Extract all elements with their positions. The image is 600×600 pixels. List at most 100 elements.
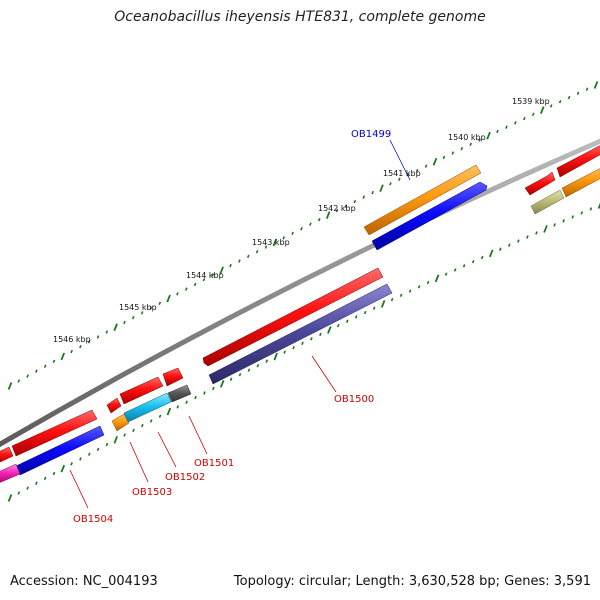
minor-tick xyxy=(35,481,38,485)
kbp-label-1543: 1543 kbp xyxy=(252,238,290,247)
minor-tick xyxy=(317,217,321,222)
major-tick xyxy=(432,157,438,166)
major-tick xyxy=(219,266,224,275)
minor-tick xyxy=(310,337,313,341)
minor-tick xyxy=(300,227,303,231)
gene-ob1499-orange[interactable] xyxy=(363,164,482,236)
minor-tick xyxy=(229,377,233,381)
minor-tick xyxy=(282,236,286,240)
major-tick xyxy=(219,379,225,388)
gene-top-right-red-2[interactable] xyxy=(556,143,600,178)
minor-tick xyxy=(79,344,82,349)
gene-ob1502-cyan[interactable] xyxy=(123,392,172,423)
major-tick xyxy=(166,407,172,416)
minor-tick xyxy=(301,341,304,345)
minor-tick xyxy=(478,138,481,142)
gene-label-ob1503[interactable]: OB1503 xyxy=(132,487,172,498)
gene-top-right-olive[interactable] xyxy=(530,189,565,215)
gene-label-ob1501[interactable]: OB1501 xyxy=(194,458,234,469)
minor-tick xyxy=(238,372,242,377)
minor-tick xyxy=(203,391,206,395)
major-tick xyxy=(486,131,491,140)
minor-tick xyxy=(79,457,82,461)
minor-tick xyxy=(589,207,593,211)
minor-tick xyxy=(553,223,556,227)
gene-label-ob1499[interactable]: OB1499 xyxy=(351,129,391,140)
minor-tick xyxy=(246,254,250,259)
minor-tick xyxy=(505,125,508,129)
gene-small-red-2[interactable] xyxy=(119,376,164,405)
minor-tick xyxy=(335,208,339,213)
gene-small-red-3[interactable] xyxy=(162,367,184,387)
major-tick xyxy=(272,238,278,247)
minor-tick xyxy=(176,405,180,409)
minor-tick xyxy=(363,310,367,315)
minor-tick xyxy=(336,323,340,328)
gene-ob1503-orange[interactable] xyxy=(111,413,130,432)
gene-ob1499-blue[interactable] xyxy=(371,181,488,251)
minor-tick xyxy=(131,315,135,320)
major-tick xyxy=(379,184,384,193)
minor-tick xyxy=(247,368,251,372)
gene-ob1500-red[interactable] xyxy=(202,267,384,367)
minor-tick xyxy=(408,289,412,293)
major-tick xyxy=(434,274,440,283)
minor-tick xyxy=(105,442,109,447)
gene-left-red-b[interactable] xyxy=(11,409,98,457)
pointer-ob1500 xyxy=(311,355,337,393)
minor-tick xyxy=(283,350,286,354)
gene-ob1501-gray[interactable] xyxy=(167,384,192,403)
pointer-ob1504 xyxy=(69,469,89,509)
kbp-label-1544: 1544 kbp xyxy=(186,271,224,280)
minor-tick xyxy=(535,231,538,235)
minor-tick xyxy=(43,364,47,368)
minor-tick xyxy=(353,199,357,204)
minor-tick xyxy=(292,345,295,350)
minor-tick xyxy=(193,282,197,287)
gene-left-magenta[interactable] xyxy=(0,463,21,485)
gene-top-right-red-1[interactable] xyxy=(524,171,556,196)
minor-tick xyxy=(580,211,584,215)
minor-tick xyxy=(26,374,29,378)
gene-ob1500-slate[interactable] xyxy=(208,283,393,385)
label-pointers xyxy=(69,139,411,509)
minor-tick xyxy=(576,91,580,96)
gene-labels: OB1499 OB1500 OB1501 OB1502 OB1503 OB150… xyxy=(73,129,391,525)
gene-label-ob1500[interactable]: OB1500 xyxy=(334,394,374,405)
minor-tick xyxy=(571,215,575,219)
gene-small-red-1[interactable] xyxy=(106,397,122,414)
minor-tick xyxy=(345,319,349,323)
accession-text: Accession: NC_004193 xyxy=(10,574,158,589)
minor-tick xyxy=(451,151,455,155)
major-tick xyxy=(327,326,332,334)
kbp-label-1542: 1542 kbp xyxy=(318,204,356,213)
pointer-ob1503 xyxy=(129,441,149,483)
minor-tick xyxy=(585,87,589,91)
map-title: Oceanobacillus iheyensis HTE831, complet… xyxy=(114,9,486,25)
minor-tick xyxy=(43,476,47,481)
minor-tick xyxy=(264,245,268,249)
minor-tick xyxy=(291,231,294,236)
minor-tick xyxy=(70,462,73,466)
gene-label-ob1502[interactable]: OB1502 xyxy=(165,472,205,483)
minor-tick xyxy=(526,235,529,239)
minor-tick xyxy=(176,292,179,296)
gene-left-red-a[interactable] xyxy=(0,446,14,464)
minor-tick xyxy=(426,280,430,285)
minor-tick xyxy=(469,142,472,147)
kbp-scale: 1539 kbp 1540 kbp 1541 kbp 1542 kbp 1543… xyxy=(53,97,550,344)
minor-tick xyxy=(567,95,571,100)
minor-tick xyxy=(185,400,188,404)
gene-top-right-orange[interactable] xyxy=(561,166,600,198)
minor-tick xyxy=(399,293,403,298)
minor-tick xyxy=(123,433,126,437)
kbp-label-1539: 1539 kbp xyxy=(512,97,550,106)
forward-strand-features xyxy=(363,143,600,236)
minor-tick xyxy=(52,471,56,476)
major-tick xyxy=(113,323,118,332)
minor-tick xyxy=(238,259,241,263)
gene-label-ob1504[interactable]: OB1504 xyxy=(73,514,113,525)
minor-tick xyxy=(514,121,517,125)
minor-tick xyxy=(17,491,21,495)
